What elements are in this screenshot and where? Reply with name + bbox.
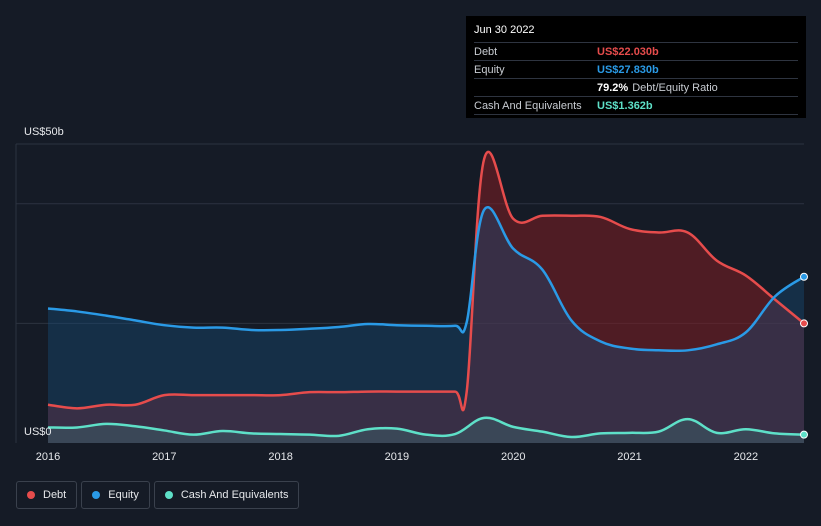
debt-area xyxy=(48,151,804,443)
cash-and-equivalents-line xyxy=(47,416,805,439)
tooltip-date: Jun 30 2022 xyxy=(474,24,535,36)
legend-item-debt[interactable]: Debt xyxy=(16,481,78,509)
tooltip-value-debt: US$22.030b xyxy=(597,45,659,58)
tooltip-panel: Jun 30 2022 Debt US$22.030b Equity US$27… xyxy=(466,16,806,118)
series-lines xyxy=(47,150,805,439)
cash-dot-icon xyxy=(164,491,173,499)
tooltip-row-ratio: 79.2% Debt/Equity Ratio xyxy=(474,78,798,96)
series-areas xyxy=(48,151,804,443)
x-tick-label: 2021 xyxy=(617,451,641,463)
legend-item-cash[interactable]: Cash And Equivalents xyxy=(153,481,300,509)
x-tick-label: 2022 xyxy=(734,451,758,463)
tooltip-ratio-label: Debt/Equity Ratio xyxy=(632,81,718,94)
x-axis-ticks: 2016 2017 2018 2019 2020 2021 2022 xyxy=(36,451,758,463)
debt-end-point xyxy=(800,319,808,328)
x-tick-label: 2018 xyxy=(268,451,292,463)
y-axis-bottom-label: US$0 xyxy=(24,426,52,438)
equity-dot-icon xyxy=(92,491,101,499)
end-markers xyxy=(800,272,808,439)
chart-legend: Debt Equity Cash And Equivalents xyxy=(16,481,303,509)
x-tick-label: 2019 xyxy=(385,451,409,463)
legend-label: Equity xyxy=(108,489,139,501)
x-tick-label: 2017 xyxy=(152,451,176,463)
legend-label: Cash And Equivalents xyxy=(180,489,289,501)
x-tick-label: 2020 xyxy=(501,451,525,463)
equity-end-point xyxy=(800,272,808,281)
legend-item-equity[interactable]: Equity xyxy=(81,481,150,509)
equity-line xyxy=(47,206,805,353)
tooltip-row-equity: Equity US$27.830b xyxy=(474,60,798,78)
debt-dot-icon xyxy=(27,491,35,499)
x-tick-label: 2016 xyxy=(36,451,60,463)
y-axis-top-label: US$50b xyxy=(24,126,64,138)
tooltip-value-equity: US$27.830b xyxy=(597,63,659,76)
equity-area xyxy=(48,207,804,443)
tooltip-row-cash: Cash And Equivalents US$1.362b xyxy=(474,96,798,115)
legend-label: Debt xyxy=(43,489,67,501)
cash-and-equivalents-area xyxy=(48,417,804,443)
debt-line xyxy=(47,150,805,412)
cash-and-equivalents-end-point xyxy=(800,430,808,439)
tooltip-value-cash: US$1.362b xyxy=(597,99,653,112)
tooltip-row-debt: Debt US$22.030b xyxy=(474,42,798,60)
tooltip-label: Debt xyxy=(474,45,498,58)
tooltip-label: Equity xyxy=(474,63,505,76)
tooltip-label: Cash And Equivalents xyxy=(474,99,582,112)
tooltip-ratio-value: 79.2% xyxy=(597,81,629,94)
